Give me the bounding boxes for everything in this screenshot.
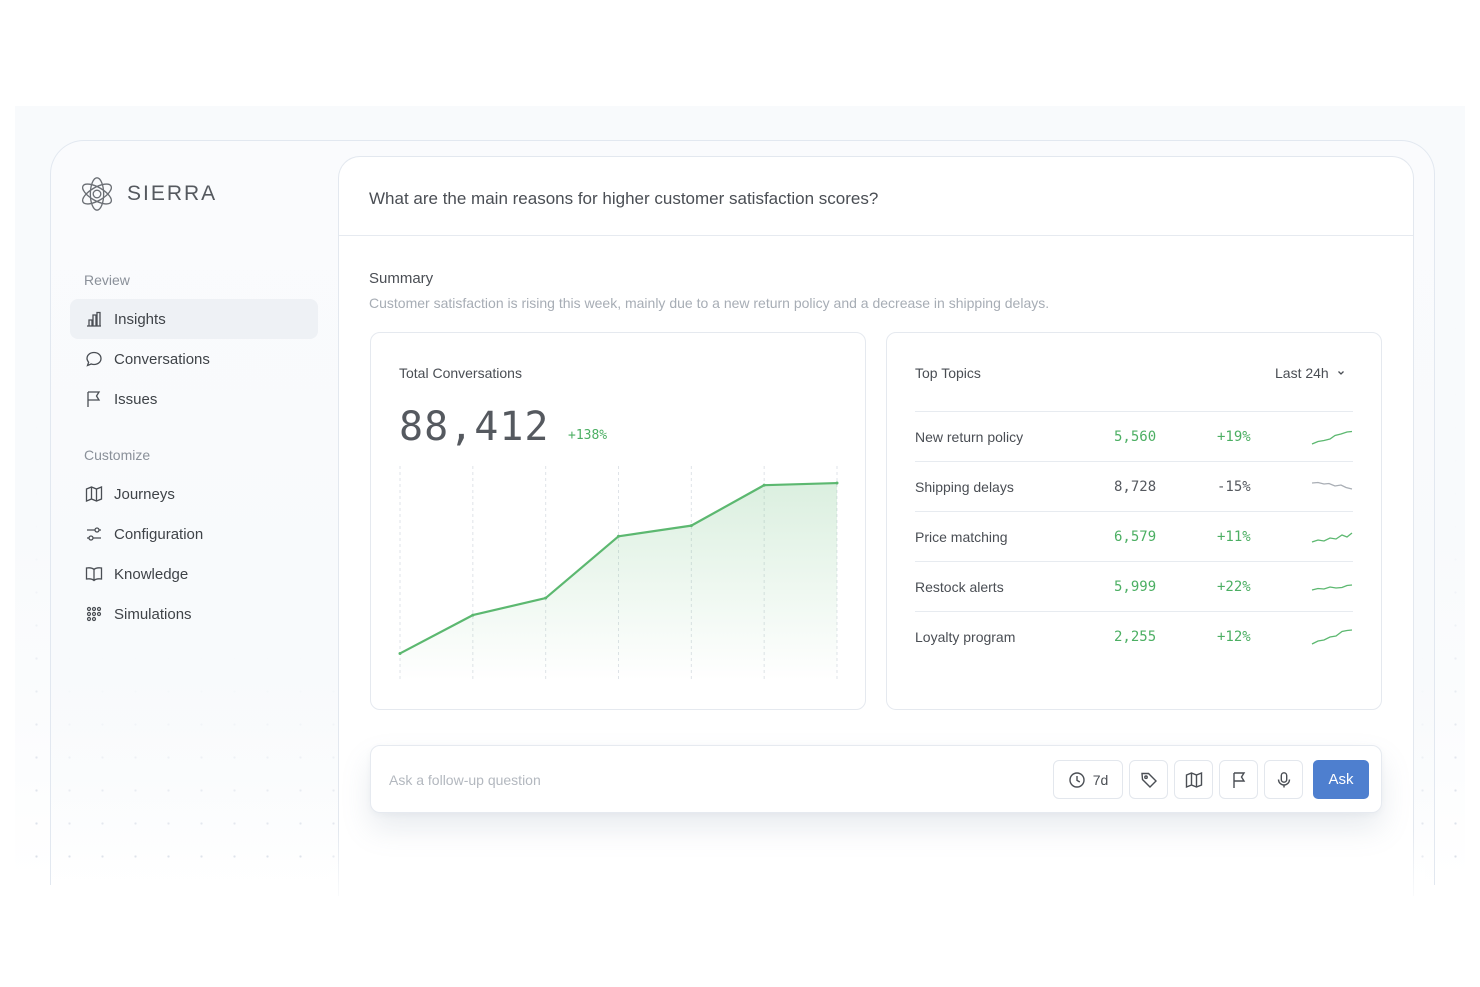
chart-point — [835, 481, 839, 485]
change-badge: +138% — [568, 428, 608, 443]
topic-name: New return policy — [915, 429, 1024, 445]
ask-button[interactable]: Ask — [1313, 760, 1369, 799]
time-range-label: Last 24h — [1275, 365, 1329, 381]
sierra-logo-icon — [81, 177, 113, 211]
sidebar-item-journeys[interactable]: Journeys — [70, 474, 318, 514]
chart-point — [689, 524, 693, 528]
topic-name: Price matching — [915, 529, 1008, 545]
summary-title: Summary — [369, 270, 434, 287]
brand-logo[interactable]: SIERRA — [78, 174, 217, 214]
topic-change: +19% — [1217, 429, 1251, 445]
microphone-icon — [1277, 771, 1290, 787]
table-row[interactable]: Restock alerts 5,999 +22% — [915, 561, 1353, 611]
sidebar-item-knowledge[interactable]: Knowledge — [70, 554, 318, 594]
sidebar-item-label: Issues — [114, 390, 158, 408]
dots-grid-icon — [86, 606, 102, 622]
sidebar-item-configuration[interactable]: Configuration — [70, 514, 318, 554]
chevron-down-icon — [1337, 371, 1344, 375]
table-row[interactable]: Loyalty program 2,255 +12% — [915, 611, 1353, 661]
chart-point — [617, 534, 620, 538]
conversations-area-chart — [398, 466, 839, 680]
panel-bottom-fade — [330, 830, 1425, 900]
sidebar-item-label: Insights — [114, 310, 166, 328]
sliders-icon — [87, 527, 101, 541]
sidebar-item-conversations[interactable]: Conversations — [70, 339, 318, 379]
map-icon — [85, 486, 103, 502]
summary-text: Customer satisfaction is rising this wee… — [369, 295, 1050, 311]
topic-change: +22% — [1217, 579, 1251, 595]
time-range-button[interactable]: 7d — [1053, 760, 1123, 799]
chart-point — [544, 596, 548, 600]
chart-point — [762, 483, 766, 487]
chart-area-fill — [400, 483, 837, 680]
table-row[interactable]: New return policy 5,560 +19% — [915, 411, 1353, 461]
topic-name: Loyalty program — [915, 629, 1016, 645]
sidebar-item-label: Simulations — [114, 605, 192, 623]
sidebar-item-label: Knowledge — [114, 565, 189, 583]
time-range-value: 7d — [1092, 771, 1109, 788]
brand-name: SIERRA — [127, 182, 218, 205]
nav-section-customize: Customize — [84, 447, 151, 463]
topic-count: 5,999 — [1114, 579, 1157, 595]
bar-chart-icon — [87, 311, 101, 327]
question-heading: What are the main reasons for higher cus… — [369, 189, 879, 208]
book-icon — [85, 567, 103, 582]
issue-button[interactable] — [1219, 760, 1258, 799]
sidebar-item-insights[interactable]: Insights — [70, 299, 318, 339]
time-range-dropdown[interactable]: Last 24h — [1275, 365, 1346, 381]
sparkline-down — [1311, 481, 1353, 490]
flag-icon — [87, 391, 101, 407]
topic-count: 5,560 — [1114, 429, 1157, 445]
sidebar-item-simulations[interactable]: Simulations — [70, 594, 318, 634]
topic-name: Shipping delays — [915, 479, 1014, 495]
tag-icon — [1140, 772, 1157, 788]
top-topics-card — [886, 332, 1382, 710]
topic-change: -15% — [1217, 479, 1251, 495]
topic-name: Restock alerts — [915, 579, 1004, 595]
sparkline-up — [1311, 629, 1353, 645]
sidebar-item-label: Journeys — [114, 485, 175, 503]
table-row[interactable]: Price matching 6,579 +11% — [915, 511, 1353, 561]
map-icon — [1185, 771, 1202, 788]
topic-change: +12% — [1217, 629, 1251, 645]
clock-icon — [1069, 771, 1085, 788]
tag-button[interactable] — [1129, 760, 1168, 799]
topic-count: 2,255 — [1114, 629, 1157, 645]
sparkline-up — [1311, 430, 1353, 445]
question-divider — [339, 235, 1413, 236]
sidebar-item-label: Configuration — [114, 525, 204, 543]
flag-icon — [1232, 771, 1245, 788]
topic-count: 8,728 — [1114, 479, 1157, 495]
nav-section-review: Review — [84, 272, 130, 288]
topic-change: +11% — [1217, 529, 1251, 545]
sidebar-item-issues[interactable]: Issues — [70, 379, 318, 419]
sparkline-up — [1311, 584, 1353, 591]
card-title: Total Conversations — [399, 365, 522, 381]
table-row[interactable]: Shipping delays 8,728 -15% — [915, 461, 1353, 511]
chart-point — [398, 651, 402, 655]
voice-button[interactable] — [1264, 760, 1303, 799]
chart-point — [471, 613, 475, 617]
chat-bubble-icon — [86, 351, 102, 367]
sidebar-item-label: Conversations — [114, 350, 210, 368]
follow-up-input[interactable] — [389, 769, 989, 791]
total-conversations-value: 88,412 — [399, 404, 550, 450]
sparkline-up — [1311, 532, 1353, 543]
journey-button[interactable] — [1174, 760, 1213, 799]
topic-count: 6,579 — [1114, 529, 1157, 545]
card-title: Top Topics — [915, 365, 981, 381]
